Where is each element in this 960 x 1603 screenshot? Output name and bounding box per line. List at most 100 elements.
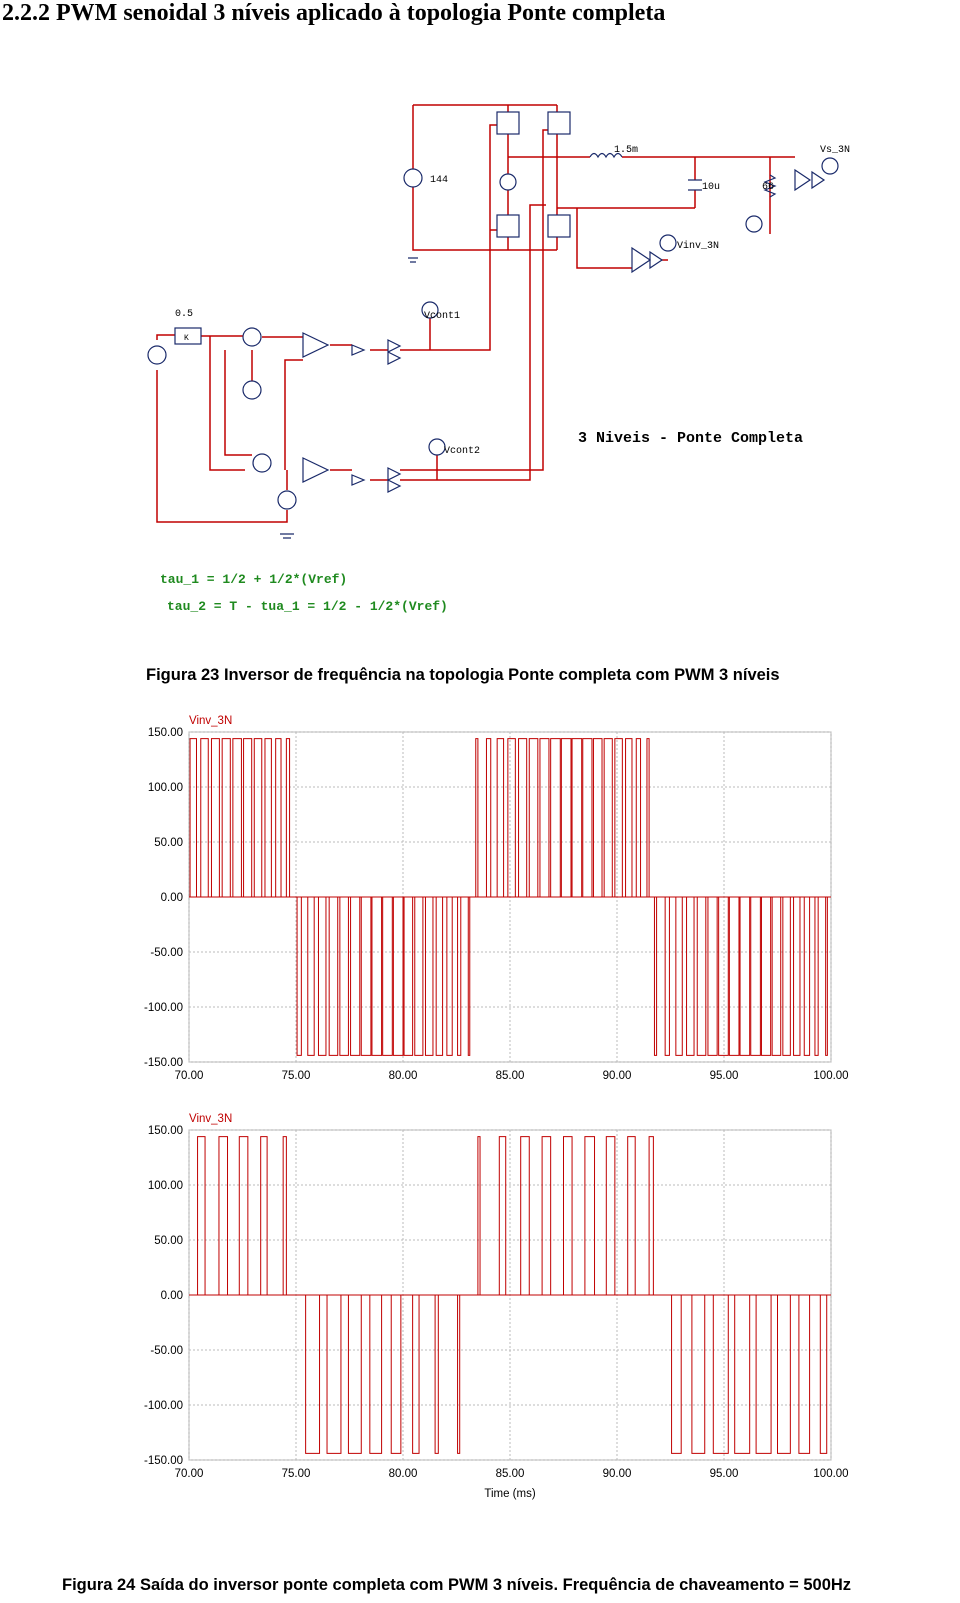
x-tick-label: 70.00 [175, 1468, 204, 1480]
x-tick-label: 90.00 [603, 1468, 632, 1480]
circuit-rect [547, 111, 571, 135]
vcont2-label: Vcont2 [444, 446, 480, 457]
y-tick-label: 50.00 [154, 837, 183, 849]
pulse [326, 1295, 342, 1454]
y-tick-label: -100.00 [144, 1400, 183, 1412]
pulse [390, 1295, 402, 1454]
pulse [317, 897, 327, 1056]
circuit-circle [252, 453, 272, 473]
pulse [592, 738, 603, 897]
pulse [755, 1295, 772, 1454]
circuit-path [412, 104, 795, 269]
pulse [614, 738, 623, 897]
x-tick-label: 100.00 [813, 1070, 848, 1082]
circuit-path [156, 124, 497, 523]
pulse [777, 1295, 791, 1454]
pulse [563, 1136, 573, 1295]
pulse [253, 738, 263, 897]
vcont1-label: Vcont1 [424, 311, 460, 322]
pulse [485, 738, 492, 897]
pulse [275, 738, 282, 897]
y-tick-label: 150.00 [148, 1125, 183, 1137]
circuit-circle [745, 215, 763, 233]
circuit-path [302, 332, 402, 493]
pulse [243, 738, 253, 897]
section-heading: 2.2.2 PWM senoidal 3 níveis aplicado à t… [2, 0, 665, 26]
pulse [392, 897, 404, 1056]
vs-label: Vs_3N [820, 145, 850, 156]
resistor-label: 66 [762, 182, 774, 193]
pulse [520, 1136, 530, 1295]
gain-label: 0.5 [175, 309, 193, 320]
x-tick-label: 75.00 [282, 1468, 311, 1480]
pulse [605, 1136, 616, 1295]
pulse [750, 897, 761, 1056]
y-tick-label: -50.00 [150, 947, 183, 959]
circuit-path [763, 174, 777, 198]
circuit-rect [174, 327, 202, 345]
pulse [371, 897, 383, 1056]
pulse [635, 738, 642, 897]
chart-title: Vinv_3N [189, 1113, 232, 1125]
figure-caption: Figura 24 Saída do inversor ponte comple… [62, 1576, 851, 1594]
pulse [238, 1136, 249, 1295]
x-axis-label: Time (ms) [484, 1488, 535, 1500]
pulse [285, 738, 291, 897]
x-tick-label: 75.00 [282, 1070, 311, 1082]
pulse [218, 1136, 229, 1295]
y-tick-label: 150.00 [148, 727, 183, 739]
x-tick-label: 70.00 [175, 1070, 204, 1082]
pulse [718, 897, 729, 1056]
circuit-circle [242, 327, 262, 347]
pulse [734, 1295, 751, 1454]
pulse [434, 1295, 439, 1454]
pulse [475, 738, 479, 897]
pulse [539, 738, 550, 897]
circuit-rect [496, 111, 520, 135]
circuit-path [631, 246, 664, 274]
figure-caption: Figura 23 Inversor de frequência na topo… [146, 666, 780, 684]
pulse [189, 738, 197, 897]
chart: 150.00 100.00 50.00 0.00 -50.00 -100.00 -150.0… [144, 715, 849, 1082]
circuit-rect [547, 214, 571, 238]
pulse [457, 897, 462, 1056]
pulse [760, 897, 772, 1056]
pulse [541, 1136, 552, 1295]
dc-label: 144 [430, 175, 448, 186]
pulse [560, 738, 572, 897]
pulse [739, 897, 751, 1056]
pulse [260, 1136, 268, 1295]
pulse [467, 897, 471, 1056]
pulse [707, 897, 718, 1056]
pulse [825, 897, 828, 1056]
pulse [646, 738, 650, 897]
pulse [793, 897, 801, 1056]
y-tick-label: 100.00 [148, 782, 183, 794]
pulse [382, 897, 393, 1056]
circuit-circle [659, 234, 677, 252]
pulse [675, 897, 683, 1056]
y-tick-label: 100.00 [148, 1180, 183, 1192]
pulse [819, 1295, 828, 1454]
pulse [457, 1295, 461, 1454]
pulse [221, 738, 231, 897]
circuit-circle [277, 490, 297, 510]
x-tick-label: 95.00 [710, 1468, 739, 1480]
components [147, 111, 839, 539]
pulse [803, 897, 811, 1056]
circuit-circle [499, 173, 517, 191]
x-tick-label: 80.00 [389, 1070, 418, 1082]
pulse [518, 738, 528, 897]
inductor-label: 1.5m [614, 145, 638, 156]
pulse [582, 738, 593, 897]
pulse [498, 1136, 507, 1295]
pulse [664, 897, 670, 1056]
pulse [571, 738, 583, 897]
pulse [782, 897, 791, 1056]
pulse [339, 897, 349, 1056]
pulse [282, 1136, 287, 1295]
circuit-circle [428, 438, 446, 456]
y-tick-label: -150.00 [144, 1455, 183, 1467]
y-tick-label: -50.00 [150, 1345, 183, 1357]
